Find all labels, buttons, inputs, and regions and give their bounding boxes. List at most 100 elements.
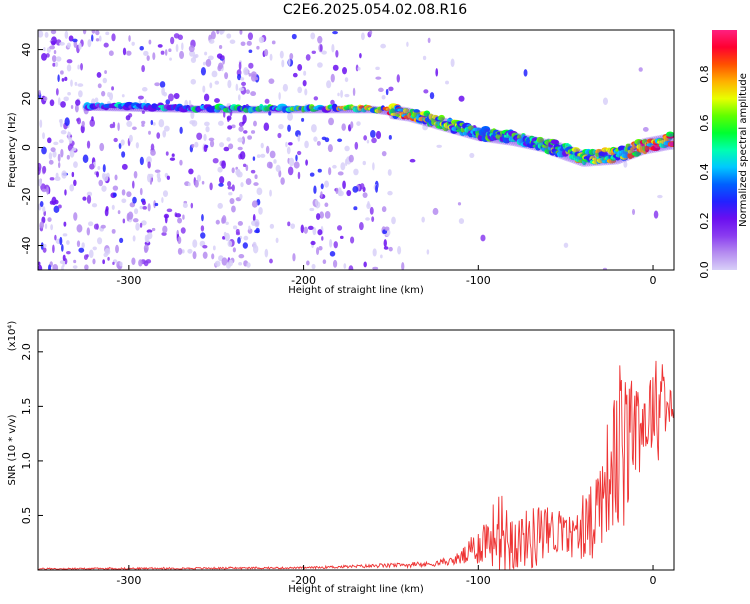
- spectrogram-noise-speckle: [53, 205, 60, 214]
- spectrogram-noise-speckle: [91, 30, 96, 34]
- spectrogram-noise-speckle: [203, 144, 208, 153]
- spectrogram-noise-speckle: [209, 182, 213, 191]
- spectrogram-noise-speckle: [219, 142, 225, 148]
- spectrogram-noise-speckle: [95, 30, 100, 36]
- spectrogram-noise-speckle: [57, 97, 61, 106]
- spectrogram-noise-speckle: [287, 112, 293, 121]
- spectrogram-noise-speckle: [43, 96, 48, 102]
- spectrogram-noise-speckle: [381, 151, 387, 157]
- spectrogram-noise-speckle: [69, 149, 75, 158]
- spectrogram-noise-speckle: [177, 217, 183, 224]
- spectrogram-noise-speckle: [297, 171, 301, 180]
- spectrogram-noise-speckle: [282, 83, 288, 92]
- spectrogram-noise-speckle: [101, 172, 106, 180]
- spectrogram-noise-speckle: [80, 63, 83, 71]
- spectrogram-noise-speckle: [97, 165, 101, 170]
- spectrogram-noise-speckle: [55, 56, 62, 62]
- snr-series-line: [38, 360, 674, 570]
- spectrogram-noise-speckle: [44, 31, 49, 38]
- spectrogram-noise-speckle: [147, 161, 151, 169]
- spectrogram-noise-speckle: [76, 224, 83, 233]
- spectrogram-noise-speckle: [58, 118, 63, 124]
- spectrogram-noise-speckle: [245, 164, 249, 172]
- spectrogram-noise-speckle: [59, 260, 65, 264]
- spectrogram-noise-speckle: [653, 210, 659, 219]
- spectrogram-noise-speckle: [278, 123, 284, 130]
- spectrogram-noise-speckle: [201, 214, 204, 222]
- spectrogram-noise-speckle: [52, 150, 57, 158]
- spectrogram-noise-speckle: [432, 207, 439, 216]
- spectrogram-noise-speckle: [86, 227, 91, 236]
- spectrogram-noise-speckle: [188, 100, 192, 106]
- spectrogram-noise-speckle: [226, 33, 232, 39]
- spectrogram-noise-speckle: [357, 67, 361, 71]
- spectrogram-noise-speckle: [188, 45, 195, 53]
- spectrogram-noise-speckle: [75, 99, 81, 106]
- spectrogram-noise-speckle: [132, 126, 137, 131]
- spectrogram-noise-speckle: [162, 190, 169, 198]
- spectrogram-noise-speckle: [371, 216, 375, 222]
- spectrogram-noise-speckle: [563, 242, 569, 248]
- spectrogram-noise-speckle: [311, 263, 316, 270]
- spectrogram-noise-speckle: [209, 82, 213, 89]
- spectrogram-noise-speckle: [295, 154, 298, 162]
- spectrogram-noise-speckle: [339, 235, 344, 240]
- spectrogram-noise-speckle: [302, 79, 307, 87]
- spectrogram-noise-speckle: [73, 259, 77, 264]
- spectrogram-noise-speckle: [112, 185, 119, 191]
- spectrogram-noise-speckle: [317, 35, 323, 44]
- spectrogram-noise-speckle: [287, 221, 291, 227]
- spectrogram-noise-speckle: [122, 47, 127, 56]
- spectrogram-noise-speckle: [76, 240, 81, 248]
- spectrogram-noise-speckle: [231, 167, 235, 174]
- spectrogram-noise-speckle: [200, 225, 205, 232]
- spectrogram-noise-speckle: [66, 154, 70, 160]
- spectrogram-noise-speckle: [348, 154, 354, 163]
- snr-y-tick-label: 1.0: [20, 452, 33, 470]
- spectrogram-noise-speckle: [146, 229, 153, 234]
- spectrogram-noise-speckle: [38, 178, 43, 187]
- spectrogram-noise-speckle: [154, 82, 161, 87]
- spectrogram-y-axis-title: Frequency (Hz): [7, 112, 18, 188]
- spectrogram-noise-speckle: [396, 74, 400, 83]
- spectrogram-noise-speckle: [133, 208, 139, 215]
- spectrogram-noise-speckle: [115, 244, 119, 254]
- spectrogram-noise-speckle: [203, 93, 210, 102]
- spectrogram-noise-speckle: [278, 169, 282, 178]
- spectrogram-noise-speckle: [87, 39, 92, 48]
- spectrogram-noise-speckle: [173, 92, 180, 100]
- spectrogram-ridge-blob: [481, 125, 491, 133]
- spectrogram-noise-speckle: [238, 87, 245, 92]
- spectrogram-noise-speckle: [91, 203, 98, 208]
- spectrogram-ridge-blob: [438, 114, 445, 121]
- spectrogram-noise-speckle: [175, 213, 182, 218]
- spectrogram-noise-speckle: [121, 189, 126, 196]
- spectrogram-noise-speckle: [139, 156, 144, 166]
- spectrogram-noise-speckle: [150, 149, 156, 156]
- spectrogram-noise-speckle: [211, 70, 218, 78]
- spectrogram-noise-speckle: [275, 164, 281, 173]
- spectrogram-noise-speckle: [214, 98, 220, 103]
- spectrogram-noise-speckle: [133, 170, 138, 179]
- spectrogram-noise-speckle: [192, 239, 198, 248]
- spectrogram-noise-speckle: [309, 207, 315, 212]
- spectrogram-noise-speckle: [78, 247, 85, 253]
- spectrogram-noise-speckle: [104, 248, 111, 255]
- spectrogram-noise-speckle: [406, 41, 409, 47]
- spectrogram-noise-speckle: [632, 208, 636, 216]
- spectrogram-noise-speckle: [113, 137, 118, 143]
- spectrogram-noise-speckle: [320, 191, 323, 199]
- spectrogram-noise-speckle: [239, 30, 243, 35]
- spectrogram-noise-speckle: [83, 254, 88, 260]
- spectrogram-noise-speckle: [316, 140, 321, 146]
- spectrogram-noise-speckle: [265, 145, 270, 154]
- spectrogram-noise-speckle: [310, 240, 316, 246]
- spectrogram-noise-speckle: [602, 97, 608, 105]
- spectrogram-noise-speckle: [235, 83, 239, 92]
- spectrogram-noise-speckle: [73, 161, 78, 169]
- spectrogram-noise-speckle: [205, 126, 210, 133]
- spectrogram-noise-speckle: [46, 186, 50, 195]
- spectrogram-noise-speckle: [112, 192, 117, 198]
- spectrogram-noise-speckle: [227, 125, 233, 130]
- spectrogram-noise-speckle: [232, 225, 238, 230]
